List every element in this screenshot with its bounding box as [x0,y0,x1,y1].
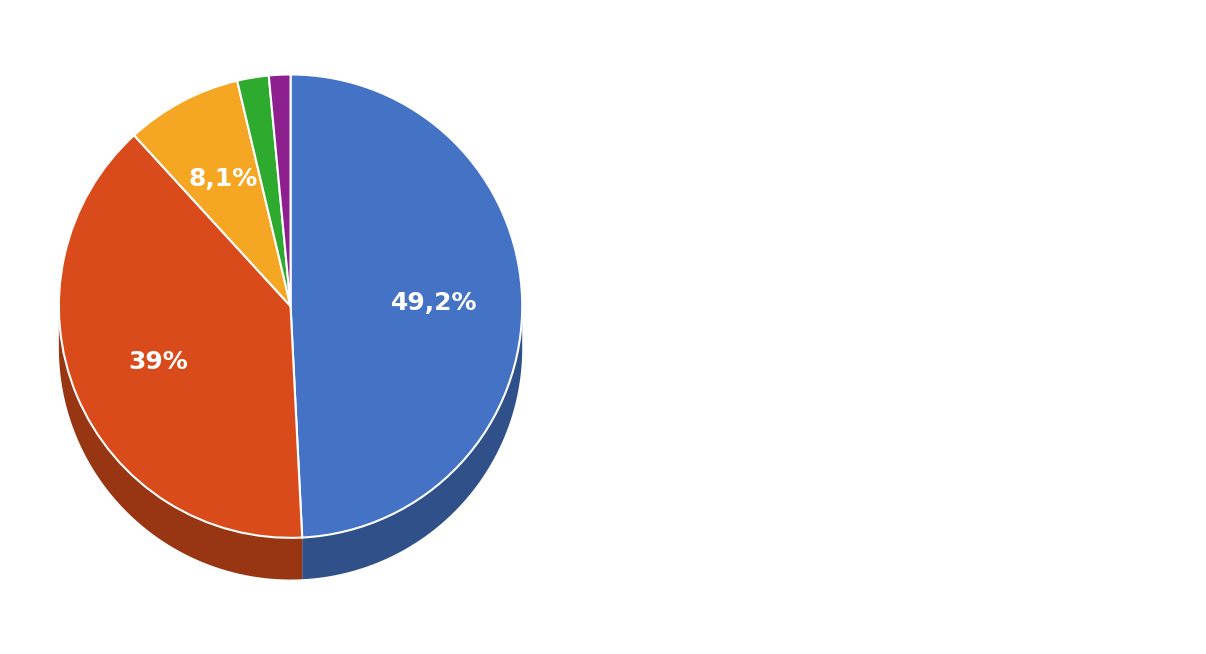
Text: 39%: 39% [128,349,188,373]
Text: 8,1%: 8,1% [188,167,258,191]
Wedge shape [238,75,291,306]
Wedge shape [59,135,303,538]
Wedge shape [291,75,522,538]
Polygon shape [59,308,303,579]
Wedge shape [134,80,291,306]
Wedge shape [269,75,291,306]
Polygon shape [303,309,522,579]
Text: 49,2%: 49,2% [391,290,478,315]
